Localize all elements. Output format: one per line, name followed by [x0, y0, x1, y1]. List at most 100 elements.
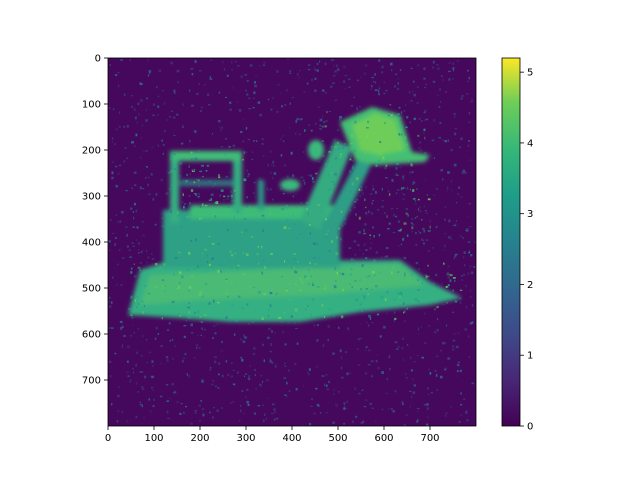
noise-speckle: [136, 226, 139, 229]
object-speckle: [365, 276, 369, 278]
noise-speckle: [240, 75, 243, 78]
noise-speckle: [126, 125, 129, 128]
noise-speckle: [284, 362, 286, 364]
noise-speckle: [118, 164, 122, 166]
noise-speckle: [438, 106, 441, 108]
noise-speckle: [261, 143, 264, 145]
noise-speckle: [451, 189, 453, 192]
noise-speckle: [216, 324, 219, 326]
object-speckle: [381, 187, 383, 191]
object-speckle: [299, 233, 302, 235]
noise-speckle: [324, 383, 326, 387]
noise-speckle: [193, 130, 197, 132]
noise-speckle: [321, 375, 325, 377]
object-speckle: [190, 240, 193, 242]
noise-speckle: [313, 66, 316, 68]
object-speckle: [301, 222, 304, 225]
noise-speckle: [121, 411, 124, 413]
noise-speckle: [165, 356, 169, 359]
noise-speckle: [412, 90, 414, 93]
noise-speckle: [407, 344, 409, 346]
object-speckle: [397, 271, 400, 273]
noise-speckle: [445, 412, 449, 414]
noise-speckle: [201, 381, 204, 384]
noise-speckle: [221, 407, 223, 409]
noise-speckle: [254, 81, 256, 84]
noise-speckle: [247, 173, 250, 176]
noise-speckle: [398, 106, 401, 109]
object-speckle: [241, 231, 243, 233]
noise-speckle: [408, 91, 411, 94]
object-speckle: [209, 259, 211, 263]
noise-speckle: [122, 324, 124, 326]
noise-speckle: [229, 101, 232, 105]
noise-speckle: [415, 232, 417, 235]
noise-speckle: [194, 412, 197, 414]
noise-speckle: [350, 258, 353, 261]
noise-speckle: [263, 359, 265, 362]
object-speckle: [307, 283, 311, 285]
bucket-highlight: [352, 113, 405, 155]
noise-speckle: [130, 335, 132, 337]
object-speckle: [339, 115, 342, 119]
exhaust-pipe: [258, 180, 264, 210]
object-speckle: [401, 125, 404, 128]
noise-speckle: [310, 129, 313, 132]
object-speckle: [327, 160, 330, 163]
noise-speckle: [232, 144, 236, 147]
noise-speckle: [202, 413, 205, 417]
noise-speckle: [452, 345, 454, 348]
bulldozer-base-top: [140, 264, 425, 305]
object-speckle: [397, 113, 400, 116]
object-speckle: [142, 311, 144, 314]
noise-speckle: [183, 203, 187, 205]
noise-speckle: [409, 405, 411, 408]
object-speckle: [314, 172, 318, 175]
noise-speckle: [344, 222, 347, 225]
object-speckle: [194, 238, 197, 242]
noise-speckle: [421, 238, 424, 241]
noise-speckle: [343, 422, 345, 425]
noise-speckle: [246, 79, 249, 82]
object-speckle: [242, 252, 245, 254]
noise-speckle: [353, 240, 357, 243]
noise-speckle: [118, 386, 121, 388]
object-speckle: [188, 302, 190, 304]
object-speckle: [350, 268, 353, 270]
object-speckle: [199, 237, 202, 240]
noise-speckle: [372, 185, 374, 188]
object-speckle: [311, 177, 314, 180]
object-speckle: [312, 283, 315, 287]
object-speckle: [400, 133, 403, 136]
noise-speckle: [118, 84, 120, 88]
object-speckle: [326, 110, 328, 114]
object-speckle: [269, 213, 272, 215]
noise-speckle: [471, 304, 474, 307]
object-speckle: [243, 218, 247, 220]
noise-speckle: [180, 142, 184, 145]
noise-speckle: [279, 92, 282, 94]
object-speckle: [393, 299, 397, 301]
noise-speckle: [273, 410, 277, 413]
noise-speckle: [450, 180, 452, 183]
noise-speckle: [405, 208, 409, 210]
noise-speckle: [140, 354, 143, 357]
noise-speckle: [466, 93, 469, 95]
object-speckle: [369, 234, 371, 236]
object-speckle: [178, 286, 180, 289]
noise-speckle: [397, 220, 400, 223]
object-speckle: [349, 273, 352, 276]
object-speckle: [137, 303, 140, 305]
object-speckle: [190, 151, 193, 154]
noise-speckle: [117, 410, 120, 412]
noise-speckle: [423, 132, 425, 134]
noise-speckle: [269, 150, 272, 153]
noise-speckle: [245, 373, 247, 375]
object-speckle: [223, 223, 226, 227]
noise-speckle: [135, 133, 138, 137]
object-speckle: [170, 236, 172, 239]
object-speckle: [285, 290, 288, 292]
x-tick-label: 300: [236, 433, 255, 444]
noise-speckle: [140, 137, 143, 139]
